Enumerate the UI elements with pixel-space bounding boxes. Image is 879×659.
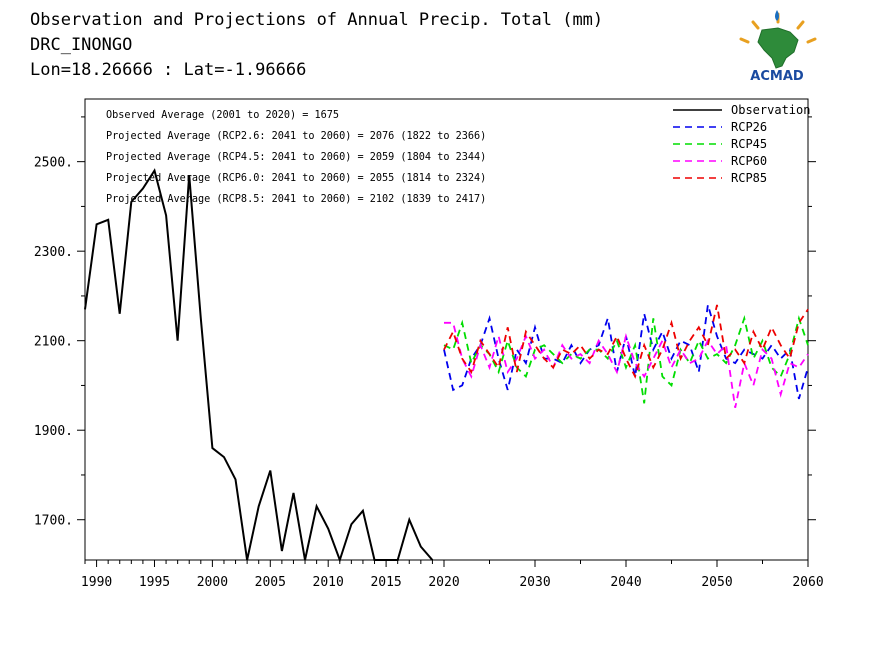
series-line-rcp85 (443, 304, 809, 379)
chart-title: Observation and Projections of Annual Pr… (30, 10, 603, 30)
station-coordinates: Lon=18.26666 : Lat=-1.96666 (30, 60, 306, 80)
x-tick-label: 1995 (139, 575, 170, 590)
series-rcp60 (444, 321, 809, 408)
x-tick-label: 2005 (255, 575, 286, 590)
x-tick-label: 1990 (81, 575, 112, 590)
x-tick-label: 2000 (197, 575, 228, 590)
rcp45-average-annotation: Projected Average (RCP4.5: 2041 to 2060)… (106, 152, 486, 163)
legend-label-rcp26: RCP26 (731, 120, 767, 134)
rcp26-average-annotation: Projected Average (RCP2.6: 2041 to 2060)… (106, 131, 486, 142)
series-line-rcp60 (444, 321, 809, 408)
legend-label-rcp45: RCP45 (731, 137, 767, 151)
rcp85-average-annotation: Projected Average (RCP8.5: 2041 to 2060)… (106, 194, 486, 205)
series-line-observation (84, 168, 434, 564)
rcp60-average-annotation: Projected Average (RCP6.0: 2041 to 2060)… (106, 173, 486, 184)
plot-axes (84, 98, 809, 561)
station-name: DRC_INONGO (30, 35, 132, 55)
chart-series (84, 168, 809, 564)
legend-label-observation: Observation (731, 103, 810, 117)
x-tick-label: 2010 (313, 575, 344, 590)
y-tick-label: 1900. (34, 424, 73, 439)
acmad-logo-text: ACMAD (750, 69, 804, 84)
y-tick-label: 2100. (34, 335, 73, 350)
y-tick-label: 2300. (34, 245, 73, 260)
annotation-block: Observed Average (2001 to 2020) = 1675 P… (106, 110, 486, 205)
x-tick-label: 2050 (701, 575, 732, 590)
x-tick-label: 2060 (792, 575, 823, 590)
series-line-rcp45 (443, 314, 809, 404)
x-tick-label: 2030 (519, 575, 550, 590)
chart-legend: Observation RCP26 RCP45 RCP60 RCP85 (673, 103, 810, 185)
observed-average-annotation: Observed Average (2001 to 2020) = 1675 (106, 110, 339, 121)
legend-label-rcp60: RCP60 (731, 154, 767, 168)
series-rcp45 (443, 314, 809, 404)
x-axis-ticks: 1990 1995 2000 2005 2010 2015 2020 2030 2040 2050… (81, 560, 824, 590)
y-tick-label: 1700. (34, 514, 73, 529)
x-tick-label: 2040 (610, 575, 641, 590)
legend-label-rcp85: RCP85 (731, 171, 767, 185)
x-tick-label: 2020 (428, 575, 459, 590)
y-tick-label: 2500. (34, 156, 73, 171)
acmad-africa-logo-icon (739, 10, 817, 69)
series-rcp85 (443, 304, 809, 379)
y-axis-ticks: 1700. 1900. 2100. 2300. 2500. (34, 116, 816, 529)
x-tick-label: 2015 (370, 575, 401, 590)
series-observation (84, 168, 434, 564)
plot-frame (84, 98, 809, 561)
